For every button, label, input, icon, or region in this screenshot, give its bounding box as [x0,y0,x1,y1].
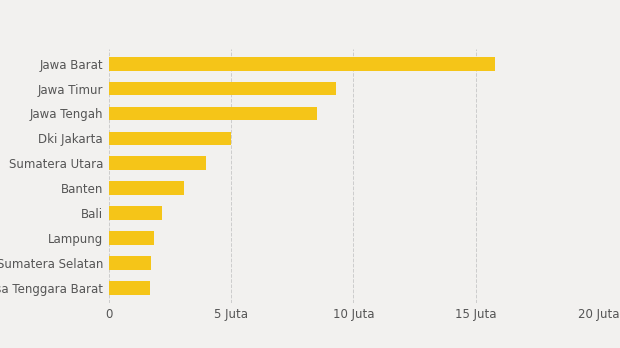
Bar [108,256,151,270]
Bar [108,206,162,220]
Bar [108,231,154,245]
Bar [108,106,317,120]
Bar [108,281,150,295]
Bar [108,57,495,71]
Bar [108,132,231,145]
Bar [108,181,184,195]
Bar [108,82,336,95]
Bar [108,157,206,170]
